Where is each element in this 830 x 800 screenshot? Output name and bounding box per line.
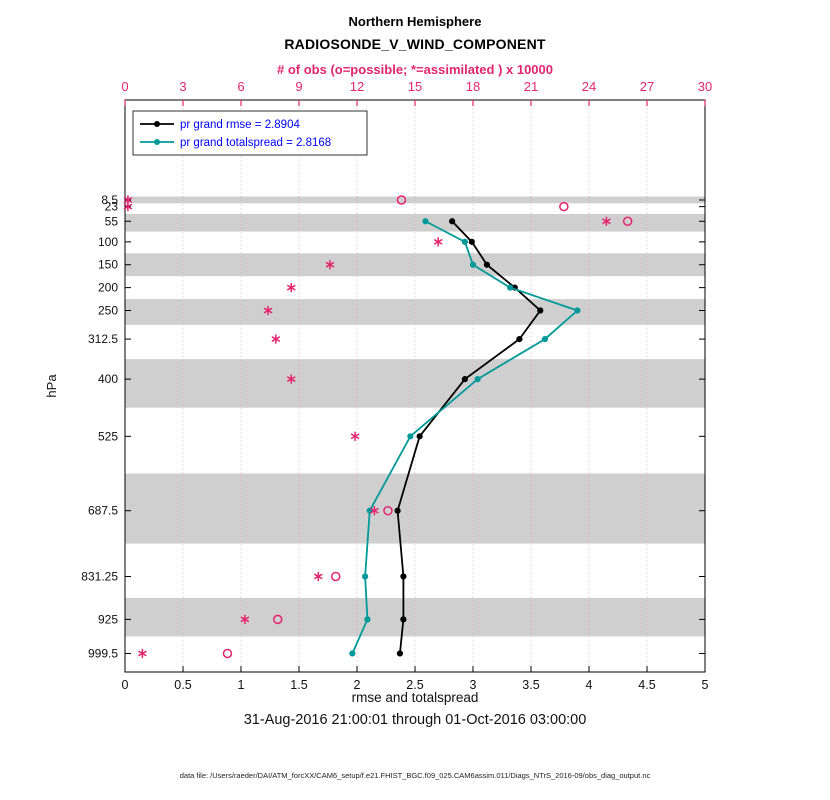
y-tick-label: 100 <box>98 235 118 249</box>
pr-grand-totalspread-point <box>422 218 429 225</box>
obs-assimilated-marker <box>433 237 443 247</box>
x-axis-label: rmse and totalspread <box>351 690 479 705</box>
pr-grand-totalspread-point <box>362 573 369 580</box>
y-tick-label: 400 <box>98 372 118 386</box>
legend-box <box>132 110 368 156</box>
pr-grand-totalspread-point <box>461 238 468 245</box>
pr-grand-totalspread-line <box>351 220 580 654</box>
x-tick-label: 2.5 <box>406 678 423 692</box>
y-tick-label: 250 <box>98 303 118 317</box>
top-x-tick-label: 6 <box>237 79 244 94</box>
y-tick-label: 23 <box>105 200 119 214</box>
y-tick-label: 525 <box>98 429 118 443</box>
top-x-tick-label: 12 <box>350 79 364 94</box>
y-tick-label: 925 <box>98 612 118 626</box>
legend-sample-marker <box>154 121 160 127</box>
pr-grand-rmse-point <box>396 650 404 657</box>
pr-grand-rmse-point <box>394 507 401 514</box>
pr-grand-rmse-point <box>400 616 407 623</box>
chart-region-title: Northern Hemisphere <box>348 14 482 29</box>
legend-label: pr grand rmse = 2.8904 <box>180 119 300 131</box>
obs-possible-marker <box>222 648 233 659</box>
obs-assimilated-marker <box>123 202 133 212</box>
time-span-label: 31-Aug-2016 21:00:01 through 01-Oct-2016… <box>243 712 587 728</box>
x-tick-label: 2 <box>354 678 361 692</box>
obs-assimilated-marker <box>602 216 611 226</box>
pr-grand-totalspread-point <box>541 335 549 343</box>
pr-grand-totalspread-point <box>469 261 477 268</box>
pr-grand-rmse-point <box>416 433 423 440</box>
y-tick-label: 687.5 <box>88 504 118 518</box>
top-x-tick-label: 24 <box>582 79 596 94</box>
datafile-note: data file: /Users/raeder/DAI/ATM_forcXX/… <box>179 771 651 780</box>
obs-assimilated-marker <box>370 506 379 516</box>
x-tick-label: 1 <box>238 678 245 692</box>
top-x-tick-label: 3 <box>179 79 186 94</box>
obs-assimilated-marker <box>313 571 323 582</box>
y-tick-label: 999.5 <box>88 646 118 660</box>
x-tick-label: 3.5 <box>522 678 539 692</box>
x-tick-label: 1.5 <box>290 678 307 692</box>
x-tick-label: 0.5 <box>174 678 191 692</box>
legend: pr grand rmse = 2.8904 pr grand totalspre… <box>132 110 368 156</box>
y-tick-label: 8.5 <box>101 193 118 207</box>
pr-grand-rmse-point <box>516 335 523 343</box>
obs-assimilated-marker <box>286 283 296 293</box>
top-x-tick-label: 9 <box>295 79 302 94</box>
x-tick-label: 0 <box>122 678 129 692</box>
y-tick-label: 312.5 <box>88 332 118 346</box>
obs-assimilated-marker <box>138 648 147 659</box>
top-x-tick-label: 18 <box>466 79 480 94</box>
pressure-band <box>125 213 705 232</box>
top-x-tick-label: 27 <box>640 79 654 94</box>
obs-possible-marker <box>559 201 569 212</box>
pr-grand-totalspread-point <box>364 616 371 623</box>
obs-possible-marker <box>272 614 283 625</box>
pr-grand-totalspread-point <box>507 284 514 291</box>
pr-grand-rmse-line <box>396 220 542 654</box>
pr-grand-totalspread-point <box>574 307 581 314</box>
pr-grand-rmse-point <box>400 573 407 580</box>
x-tick-label: 4 <box>586 678 593 692</box>
obs-possible-marker <box>396 195 407 205</box>
pr-grand-totalspread-point <box>349 650 356 657</box>
obs-assimilated-marker <box>325 260 335 270</box>
y-tick-label: 200 <box>98 281 118 295</box>
pr-grand-rmse-point <box>483 261 491 268</box>
obs-possible-marker <box>383 505 393 516</box>
pr-grand-totalspread-point <box>474 376 481 383</box>
top-x-tick-label: 30 <box>698 79 712 94</box>
y-tick-label: 55 <box>105 214 119 228</box>
obs-possible-marker <box>330 571 341 582</box>
obs-assimilated-marker <box>263 305 273 316</box>
title-block: Northern Hemisphere RADIOSONDE_V_WIND_CO… <box>0 14 830 77</box>
pressure-band <box>125 196 705 204</box>
top-x-tick-label: 15 <box>408 79 422 94</box>
obs-count-markers <box>123 195 633 659</box>
pr-grand-rmse-point <box>468 238 475 245</box>
pr-grand-rmse-point <box>461 376 468 383</box>
top-x-tick-label: 0 <box>121 79 128 94</box>
pr-grand-rmse-point <box>449 218 456 225</box>
x-tick-label: 4.5 <box>638 678 655 692</box>
pr-grand-rmse-point <box>537 307 544 314</box>
obs-assimilated-marker <box>286 374 296 384</box>
y-axis-label: hPa <box>44 374 59 398</box>
chart-variable-title: RADIOSONDE_V_WIND_COMPONENT <box>284 36 546 52</box>
y-tick-label: 150 <box>98 258 118 272</box>
top-x-tick-label: 21 <box>524 79 538 94</box>
legend-label: pr grand totalspread = 2.8168 <box>180 137 331 149</box>
top-axis-label: # of obs (o=possible; *=assimilated ) x … <box>277 62 553 77</box>
obs-assimilated-marker <box>240 614 250 624</box>
obs-possible-marker <box>622 216 633 227</box>
obs-assimilated-marker <box>271 334 281 344</box>
pressure-band <box>125 359 705 408</box>
legend-sample-marker <box>154 139 160 145</box>
y-tick-label: 831.25 <box>81 569 118 583</box>
obs-assimilated-marker <box>350 431 360 441</box>
x-tick-label: 5 <box>702 678 709 692</box>
x-tick-label: 3 <box>470 678 477 692</box>
pr-grand-totalspread-point <box>407 433 414 440</box>
